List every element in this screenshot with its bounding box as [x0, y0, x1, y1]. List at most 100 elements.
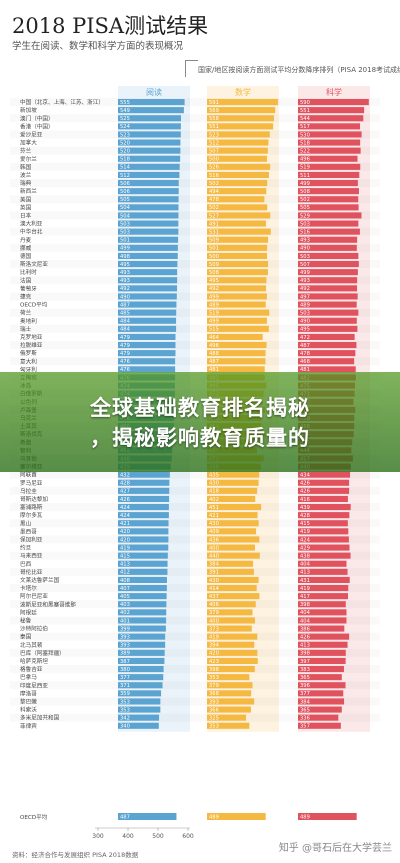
bar-reading: [118, 504, 169, 511]
bar-reading: [118, 471, 170, 478]
bar-reading: [118, 552, 168, 559]
bar-math: [207, 123, 274, 130]
bar-value-reading: 479: [120, 335, 130, 341]
bar-value-math: 495: [209, 278, 219, 284]
bar-science: [298, 649, 346, 656]
bar-science: [298, 342, 357, 349]
bar-science: [298, 698, 345, 705]
bar-value-reading: 493: [120, 278, 130, 284]
row-label: 法国: [20, 276, 32, 284]
bar-value-reading: 432: [120, 473, 130, 479]
bar-value-science: 429: [300, 545, 310, 551]
bar-reading: [118, 617, 167, 624]
bar-value-reading: 506: [120, 189, 130, 195]
bar-reading: [118, 196, 179, 203]
bar-value-reading: 393: [120, 643, 130, 649]
bar-value-reading: 504: [120, 213, 131, 219]
bar-reading: [118, 139, 181, 146]
bar-science: [298, 512, 350, 519]
footer-avg-label: OECD平均: [20, 813, 48, 821]
bar-math: [207, 512, 258, 519]
row-label: 韩国: [20, 163, 32, 171]
bar-science: [298, 163, 361, 170]
bar-science: [298, 317, 357, 324]
bar-value-science: 518: [300, 140, 310, 146]
bar-math: [207, 131, 270, 138]
bar-reading: [118, 682, 163, 689]
bar-value-reading: 492: [120, 286, 130, 292]
bar-value-science: 377: [300, 691, 310, 697]
bar-math: [207, 333, 263, 340]
row-label: 中国（北京、上海、江苏、浙江）: [20, 98, 104, 106]
bar-value-reading: 353: [120, 699, 130, 705]
bar-science: [298, 180, 358, 187]
bar-value-reading: 479: [120, 343, 130, 349]
bar-value-reading: 506: [120, 181, 130, 187]
bar-value-math: 481: [209, 367, 219, 373]
bar-reading: [118, 155, 181, 162]
bar-math: [207, 649, 258, 656]
bar-math: [207, 698, 255, 705]
bar-value-math: 423: [209, 659, 219, 665]
bar-reading: [118, 698, 161, 705]
bar-science: [298, 261, 359, 268]
row-label: 中华台北: [20, 228, 43, 236]
bar-value-science: 499: [300, 270, 310, 276]
bar-math: [207, 220, 266, 227]
bar-reading: [118, 690, 162, 697]
row-label: 德国: [20, 252, 32, 260]
bar-value-science: 493: [300, 238, 310, 244]
bar-math: [207, 107, 276, 114]
bar-reading: [118, 649, 165, 656]
row-label: 新西兰: [20, 187, 37, 195]
bar-value-reading: 377: [120, 675, 130, 681]
row-label: 斯洛文尼亚: [20, 260, 48, 268]
bar-value-science: 419: [300, 586, 310, 592]
bar-science: [298, 617, 347, 624]
bar-value-math: 393: [209, 699, 219, 705]
bar-value-math: 409: [209, 529, 219, 535]
bar-science: [298, 625, 345, 632]
row-label: 印度尼西亚: [20, 681, 48, 689]
bar-value-reading: 426: [120, 497, 130, 503]
bar-value-math: 430: [209, 578, 219, 584]
bar-science: [298, 147, 361, 154]
bar-reading: [118, 601, 167, 608]
bar-value-math: 400: [209, 545, 219, 551]
bar-science: [298, 487, 350, 494]
row-label: 罗马尼亚: [20, 479, 43, 487]
bar-value-reading: 512: [120, 173, 130, 179]
bar-reading: [118, 536, 169, 543]
bar-science: [298, 560, 347, 567]
bar-science: [298, 504, 351, 511]
footer-bar-reading: [118, 813, 177, 820]
chart-title: 2018 PISA测试结果: [12, 14, 209, 38]
bar-reading: [118, 131, 181, 138]
bar-value-reading: 499: [120, 246, 130, 252]
bar-reading: [118, 528, 169, 535]
bar-value-science: 398: [300, 651, 310, 657]
bar-math: [207, 617, 255, 624]
bar-math: [207, 285, 267, 292]
bar-value-math: 406: [209, 602, 219, 608]
bar-value-reading: 504: [120, 205, 131, 211]
bar-value-reading: 524: [120, 124, 131, 130]
row-label: 丹麦: [20, 236, 32, 244]
bar-value-reading: 503: [120, 221, 130, 227]
bar-science: [298, 139, 361, 146]
bar-reading: [118, 220, 179, 227]
bar-value-science: 431: [300, 578, 310, 584]
bar-value-science: 487: [300, 343, 310, 349]
bar-value-math: 551: [209, 124, 219, 130]
bar-value-reading: 407: [120, 586, 130, 592]
bar-science: [298, 196, 359, 203]
bar-value-reading: 393: [120, 635, 130, 641]
bar-value-math: 436: [209, 537, 219, 543]
bar-value-reading: 340: [120, 724, 130, 730]
bar-reading: [118, 609, 167, 616]
bar-value-reading: 405: [120, 594, 130, 600]
bar-value-math: 496: [209, 343, 219, 349]
bar-math: [207, 536, 260, 543]
bar-value-math: 501: [209, 246, 219, 252]
bar-math: [207, 163, 271, 170]
